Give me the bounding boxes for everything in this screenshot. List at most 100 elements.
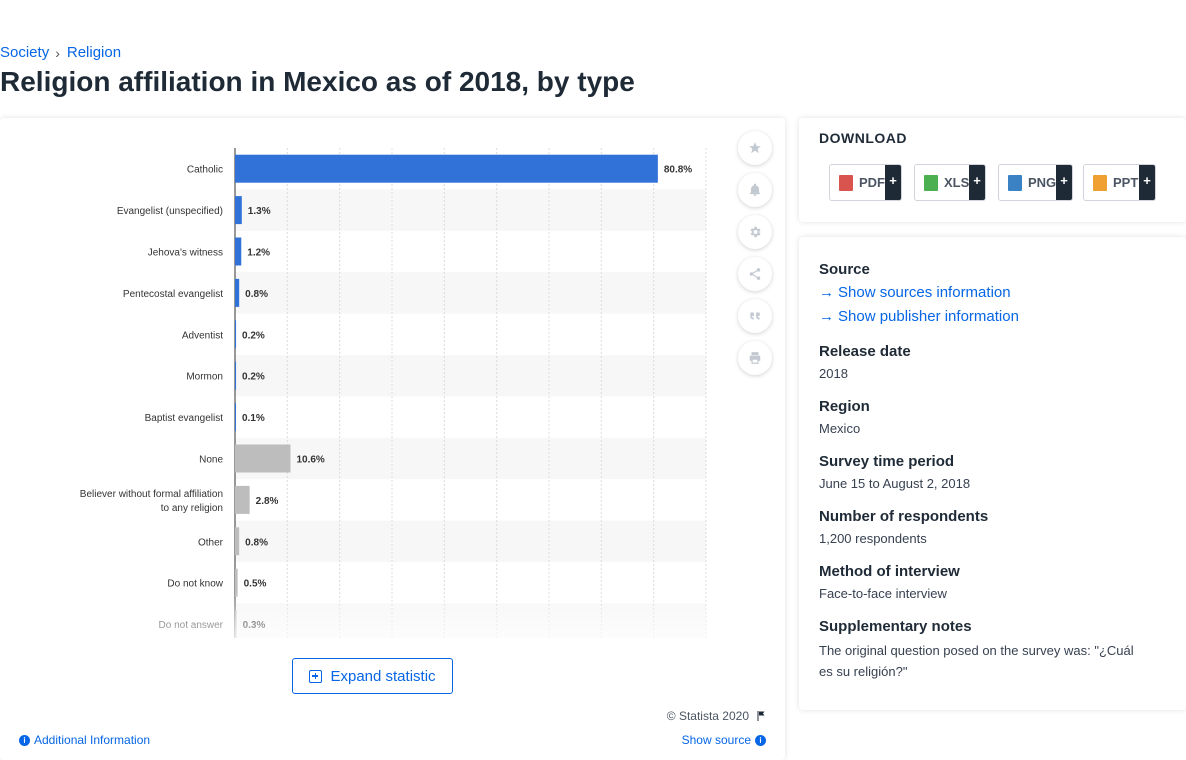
show-sources-link[interactable]: → Show sources information xyxy=(819,284,1011,301)
plus-icon: + xyxy=(1056,165,1072,200)
category-label: Mormon xyxy=(186,372,223,383)
data-label: 0.8% xyxy=(245,289,268,300)
survey-period-heading: Survey time period xyxy=(819,453,955,470)
respondents-value: 1,200 respondents xyxy=(819,531,927,546)
share-icon xyxy=(749,268,761,280)
release-date-heading: Release date xyxy=(819,343,911,360)
gear-icon xyxy=(750,226,761,238)
data-label: 0.5% xyxy=(244,579,267,590)
bar xyxy=(235,361,237,390)
download-ppt-button[interactable]: PPT + xyxy=(1083,164,1156,201)
arrow-right-icon: → xyxy=(819,284,834,301)
respondents-heading: Number of respondents xyxy=(819,508,989,525)
png-label: PNG xyxy=(1028,175,1057,190)
bar xyxy=(235,237,242,266)
data-label: 0.2% xyxy=(242,372,265,383)
chart-card: 80.8% Catholic 1.3% Evangelist (unspecified… xyxy=(0,118,785,760)
favorite-button[interactable] xyxy=(738,131,772,165)
xls-label: XLS xyxy=(944,175,970,190)
xls-file-icon xyxy=(924,174,938,191)
share-button[interactable] xyxy=(738,257,772,291)
category-label: Jehova's witness xyxy=(148,248,223,259)
data-label: 0.8% xyxy=(245,537,268,548)
category-label: Adventist xyxy=(182,330,223,341)
data-label: 1.2% xyxy=(247,248,270,259)
notes-value: The original question posed on the surve… xyxy=(819,643,1134,679)
breadcrumb-society[interactable]: Society xyxy=(0,44,50,61)
show-publisher-link[interactable]: → Show publisher information xyxy=(819,308,1019,325)
bar xyxy=(235,527,240,556)
region-heading: Region xyxy=(819,398,870,415)
category-label: Evangelist (unspecified) xyxy=(117,206,223,217)
quote-icon xyxy=(750,312,760,320)
bar xyxy=(235,154,658,183)
copyright-text: © Statista 2020 xyxy=(666,709,749,723)
row-band xyxy=(235,272,706,314)
category-label: None xyxy=(199,455,223,466)
show-sources-label: Show sources information xyxy=(838,284,1011,301)
download-png-button[interactable]: PNG + xyxy=(998,164,1073,201)
bar xyxy=(235,278,240,307)
bar xyxy=(235,320,237,349)
survey-period-value: June 15 to August 2, 2018 xyxy=(819,476,971,491)
additional-information-link[interactable]: i Additional Information xyxy=(19,733,150,747)
show-source-link[interactable]: Show source i xyxy=(682,733,766,747)
category-label: Pentecostal evangelist xyxy=(123,289,223,300)
method-heading: Method of interview xyxy=(819,563,960,580)
data-label: 80.8% xyxy=(664,165,692,176)
download-card: DOWNLOAD PDF + XLS + PNG + PPT + xyxy=(799,118,1186,222)
notification-button[interactable] xyxy=(738,173,772,207)
expand-statistic-label: Expand statistic xyxy=(330,667,436,685)
source-heading: Source xyxy=(819,261,870,278)
bell-icon xyxy=(749,183,761,196)
bar xyxy=(235,485,250,514)
additional-information-label: Additional Information xyxy=(34,733,151,747)
download-pdf-button[interactable]: PDF + xyxy=(829,164,902,201)
notes-heading: Supplementary notes xyxy=(819,618,972,635)
data-label: 1.3% xyxy=(248,206,271,217)
source-details-card: Source → Show sources information → Show… xyxy=(799,237,1186,710)
plus-square-icon xyxy=(309,669,323,683)
method-value: Face-to-face interview xyxy=(819,586,947,601)
breadcrumb-religion[interactable]: Religion xyxy=(66,44,122,61)
download-xls-button[interactable]: XLS + xyxy=(914,164,986,201)
print-button[interactable] xyxy=(738,341,772,375)
png-file-icon xyxy=(1008,174,1022,191)
bar xyxy=(235,403,236,432)
flag-icon[interactable] xyxy=(755,710,767,722)
ppt-label: PPT xyxy=(1113,175,1139,190)
row-band xyxy=(235,189,706,231)
show-source-label: Show source xyxy=(681,733,751,747)
row-band xyxy=(235,520,706,562)
copyright: © Statista 2020 xyxy=(667,709,767,723)
plus-icon: + xyxy=(969,165,985,200)
row-band xyxy=(235,437,706,480)
star-icon xyxy=(749,142,761,154)
info-icon: i xyxy=(19,734,30,746)
category-label: Baptist evangelist xyxy=(145,413,224,424)
category-label: Catholic xyxy=(187,165,223,176)
settings-button[interactable] xyxy=(738,215,772,249)
show-publisher-label: Show publisher information xyxy=(838,308,1019,325)
info-icon: i xyxy=(755,734,766,746)
pdf-file-icon xyxy=(839,174,853,191)
plus-icon: + xyxy=(885,165,901,200)
row-band xyxy=(235,355,706,397)
download-title: DOWNLOAD xyxy=(819,130,907,146)
cite-button[interactable] xyxy=(738,299,772,333)
data-label: 0.2% xyxy=(242,330,265,341)
ppt-file-icon xyxy=(1093,174,1107,191)
data-label: 2.8% xyxy=(256,496,279,507)
category-label: Do not know xyxy=(167,579,223,590)
bar xyxy=(235,568,238,597)
breadcrumb: Society › Religion xyxy=(0,44,121,61)
arrow-right-icon: → xyxy=(819,308,834,325)
bar xyxy=(235,196,242,225)
category-label: Believer without formal affiliation to an… xyxy=(80,489,223,514)
region-value: Mexico xyxy=(819,421,861,436)
expand-statistic-button[interactable]: Expand statistic xyxy=(292,658,453,694)
bar-chart: 80.8% Catholic 1.3% Evangelist (unspecified… xyxy=(0,148,730,638)
pdf-label: PDF xyxy=(859,175,885,190)
print-icon xyxy=(749,352,761,364)
bar xyxy=(235,444,291,473)
